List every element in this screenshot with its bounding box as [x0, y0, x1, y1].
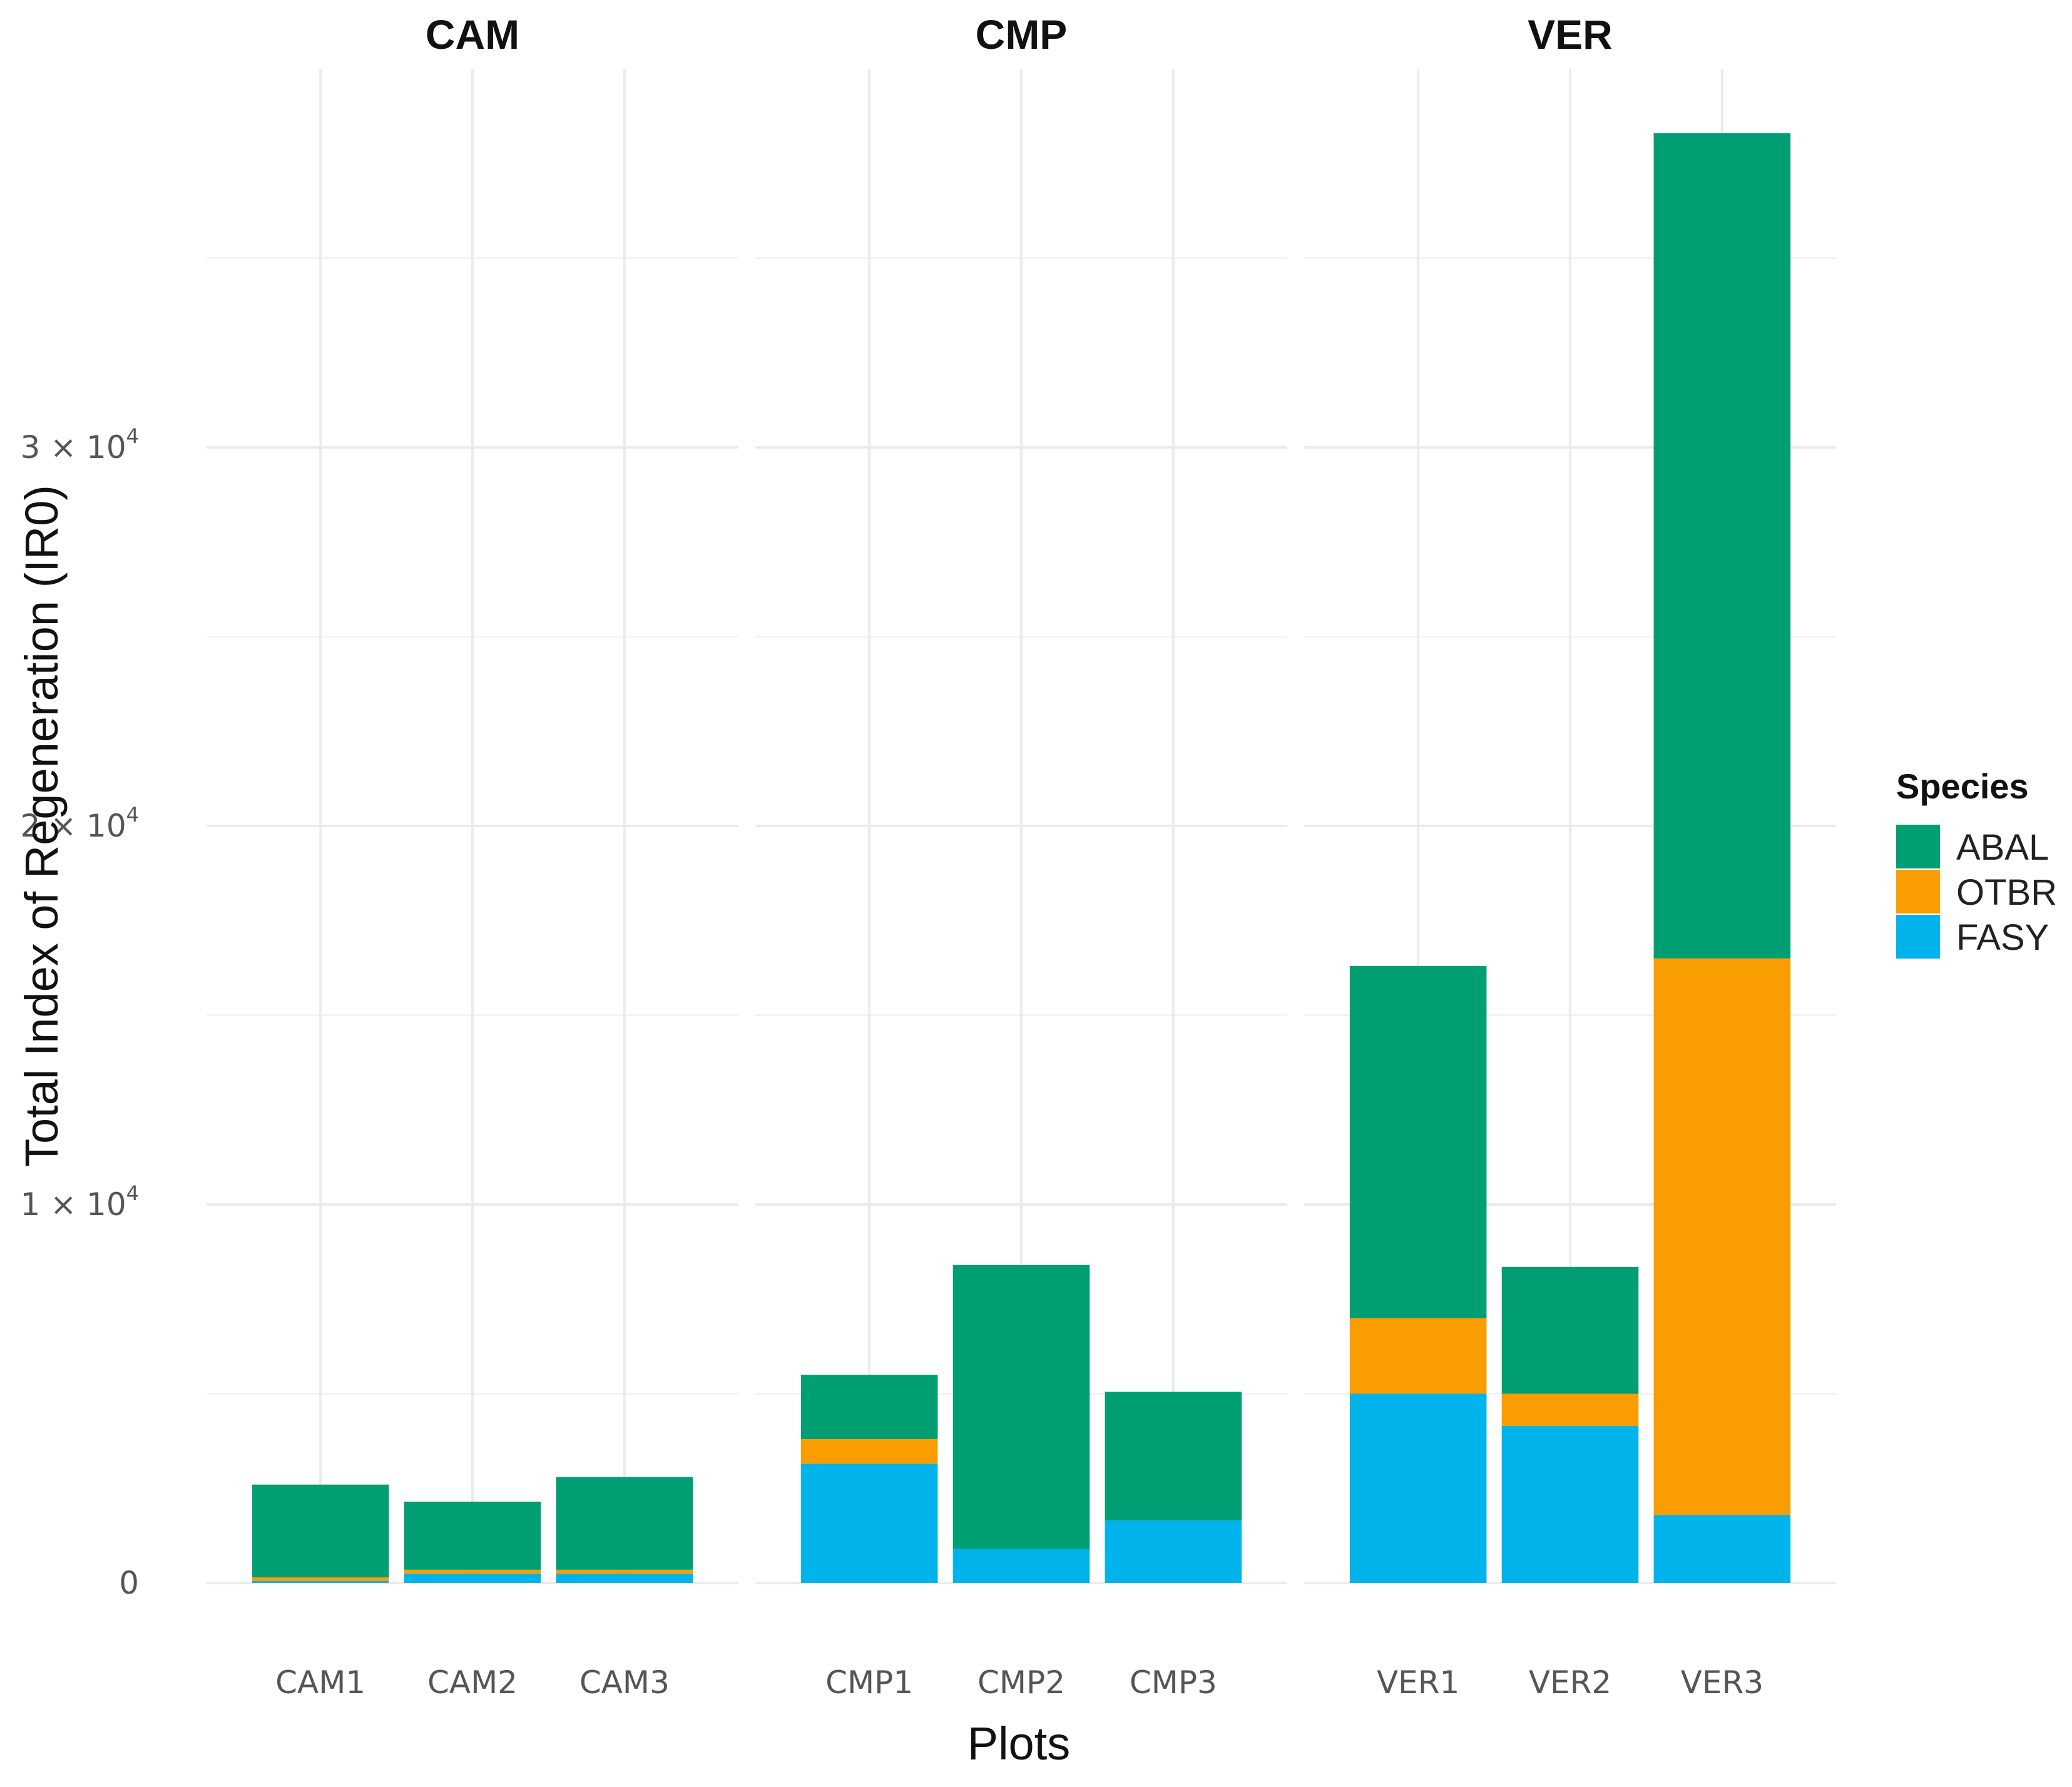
bar-ver1-fasy	[1349, 1393, 1487, 1583]
facet-cam: CAM CAM1 CAM2 CAM3	[207, 11, 738, 1701]
x-tick-label: CAM1	[275, 1664, 365, 1701]
x-tick-label: VER3	[1681, 1664, 1763, 1701]
facet-cmp: CMP CMP1 CMP2 CMP3	[755, 11, 1287, 1701]
x-tick-label: CMP3	[1130, 1664, 1217, 1701]
bar-ver3-abal	[1653, 133, 1791, 959]
legend-label-abal: ABAL	[1956, 827, 2049, 868]
bar-cam1-abal	[252, 1484, 389, 1577]
legend-label-otbr: OTBR	[1956, 872, 2057, 913]
bar-cam3-fasy	[556, 1573, 693, 1583]
bar-cmp3-fasy	[1105, 1520, 1242, 1583]
x-tick-label: CMP1	[825, 1664, 913, 1701]
y-tick-label: 3 × 104	[21, 424, 139, 466]
bar-ver2-otbr	[1501, 1393, 1639, 1426]
bar-ver2-fasy	[1501, 1425, 1639, 1583]
legend-swatch-abal	[1896, 825, 1940, 868]
bar-cmp2-abal	[952, 1265, 1090, 1549]
bar-cmp1-fasy	[800, 1464, 938, 1583]
bar-ver3-otbr	[1653, 958, 1791, 1515]
bar-cam1-otbr	[252, 1577, 389, 1581]
y-axis: 0 1 × 104 2 × 104 3 × 104	[21, 424, 139, 1601]
y-tick-label: 2 × 104	[21, 803, 139, 844]
x-tick-label: CMP2	[977, 1664, 1065, 1701]
x-tick-label: CAM2	[427, 1664, 518, 1701]
x-tick-label: CAM3	[579, 1664, 670, 1701]
bar-ver2-abal	[1501, 1266, 1639, 1394]
legend-title: Species	[1896, 766, 2029, 806]
x-axis-title: Plots	[967, 1718, 1071, 1769]
y-axis-title: Total Index of Regeneration (IR0)	[16, 485, 68, 1167]
bar-cam2-fasy	[404, 1573, 541, 1583]
x-tick-label: VER2	[1529, 1664, 1611, 1701]
bar-cam2-otbr	[404, 1569, 541, 1574]
bar-ver1-otbr	[1349, 1318, 1487, 1394]
bar-cmp3-abal	[1105, 1392, 1242, 1521]
facet-ver: VER VER1 VER2 VER3	[1304, 11, 1836, 1701]
bar-cam1-fasy	[252, 1581, 389, 1583]
bar-cmp1-otbr	[800, 1439, 938, 1464]
y-tick-label: 1 × 104	[21, 1181, 139, 1223]
legend-swatch-otbr	[1896, 870, 1940, 914]
bar-cmp1-abal	[800, 1375, 938, 1440]
facet-title: VER	[1528, 11, 1613, 58]
y-tick-label: 0	[119, 1565, 139, 1601]
facet-title: CAM	[426, 11, 519, 58]
facet-title: CMP	[976, 11, 1068, 58]
bar-cam3-abal	[556, 1477, 693, 1570]
bar-ver3-fasy	[1653, 1515, 1791, 1583]
x-tick-label: VER1	[1377, 1664, 1459, 1701]
legend-swatch-fasy	[1896, 915, 1940, 959]
bar-ver1-abal	[1349, 965, 1487, 1318]
bar-cam2-abal	[404, 1501, 541, 1570]
bar-cmp2-fasy	[952, 1549, 1090, 1583]
legend-label-fasy: FASY	[1956, 917, 2049, 958]
bar-cam3-otbr	[556, 1569, 693, 1574]
